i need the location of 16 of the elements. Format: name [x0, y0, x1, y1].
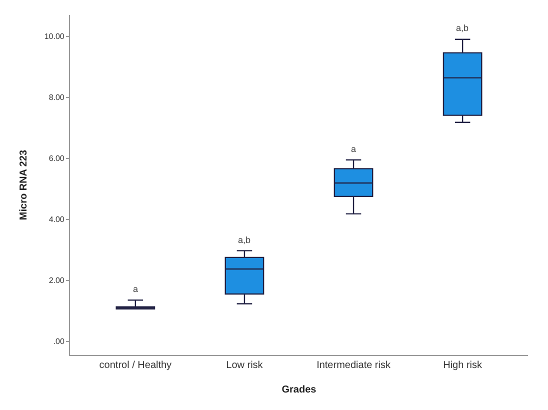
x-axis-title: Grades — [282, 384, 317, 396]
annotation: a — [133, 284, 138, 294]
y-axis-title: Micro RNA 223 — [18, 149, 30, 220]
y-tick-label: .00 — [53, 337, 65, 346]
x-tick-label: High risk — [443, 360, 484, 371]
x-tick-label: Low risk — [226, 360, 264, 371]
y-tick-label: 4.00 — [48, 215, 65, 224]
annotation: a — [351, 144, 356, 154]
y-tick-label: 10.00 — [44, 32, 65, 42]
y-tick-label: 2.00 — [48, 276, 65, 286]
annotation: a,b — [456, 23, 469, 33]
annotation: a,b — [238, 235, 251, 245]
x-tick-label: control / Healthy — [99, 360, 172, 371]
x-tick-label: Intermediate risk — [316, 360, 392, 371]
y-tick-label: 8.00 — [48, 93, 65, 102]
y-tick-label: 6.00 — [48, 154, 65, 164]
